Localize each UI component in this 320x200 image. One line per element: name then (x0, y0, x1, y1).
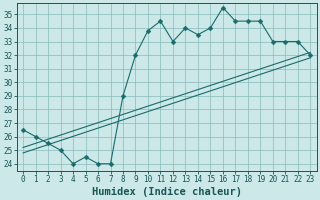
X-axis label: Humidex (Indice chaleur): Humidex (Indice chaleur) (92, 186, 242, 197)
